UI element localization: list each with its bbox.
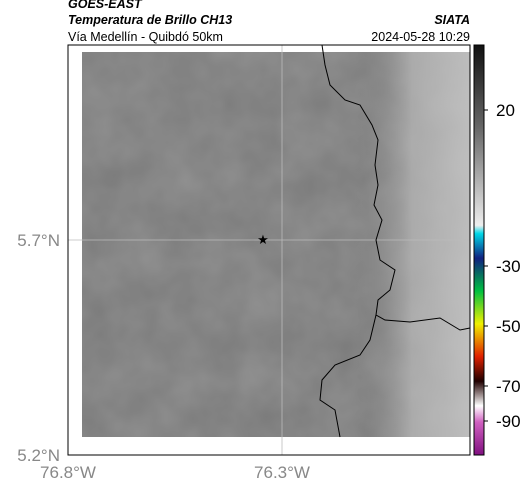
lat-label: 5.2°N [17, 446, 60, 465]
colorbar-label: -50 [496, 317, 521, 336]
location: Vía Medellín - Quibdó 50km [68, 30, 223, 44]
colorbar-label: -70 [496, 377, 521, 396]
product: Temperatura de Brillo CH13 [68, 13, 232, 27]
svg-text:★: ★ [257, 232, 269, 247]
colorbar [473, 44, 488, 456]
colorbar-label: -30 [496, 257, 521, 276]
colorbar-label: -90 [496, 412, 521, 431]
datetime: 2024-05-28 10:29 [371, 30, 470, 44]
lat-label: 5.7°N [17, 231, 60, 250]
lon-label: 76.8°W [40, 463, 96, 482]
source: SIATA [434, 13, 470, 27]
satellite: GOES-EAST [68, 0, 143, 11]
colorbar-label: 20 [496, 101, 515, 120]
map: ★ [67, 44, 471, 456]
lon-label: 76.3°W [254, 463, 310, 482]
